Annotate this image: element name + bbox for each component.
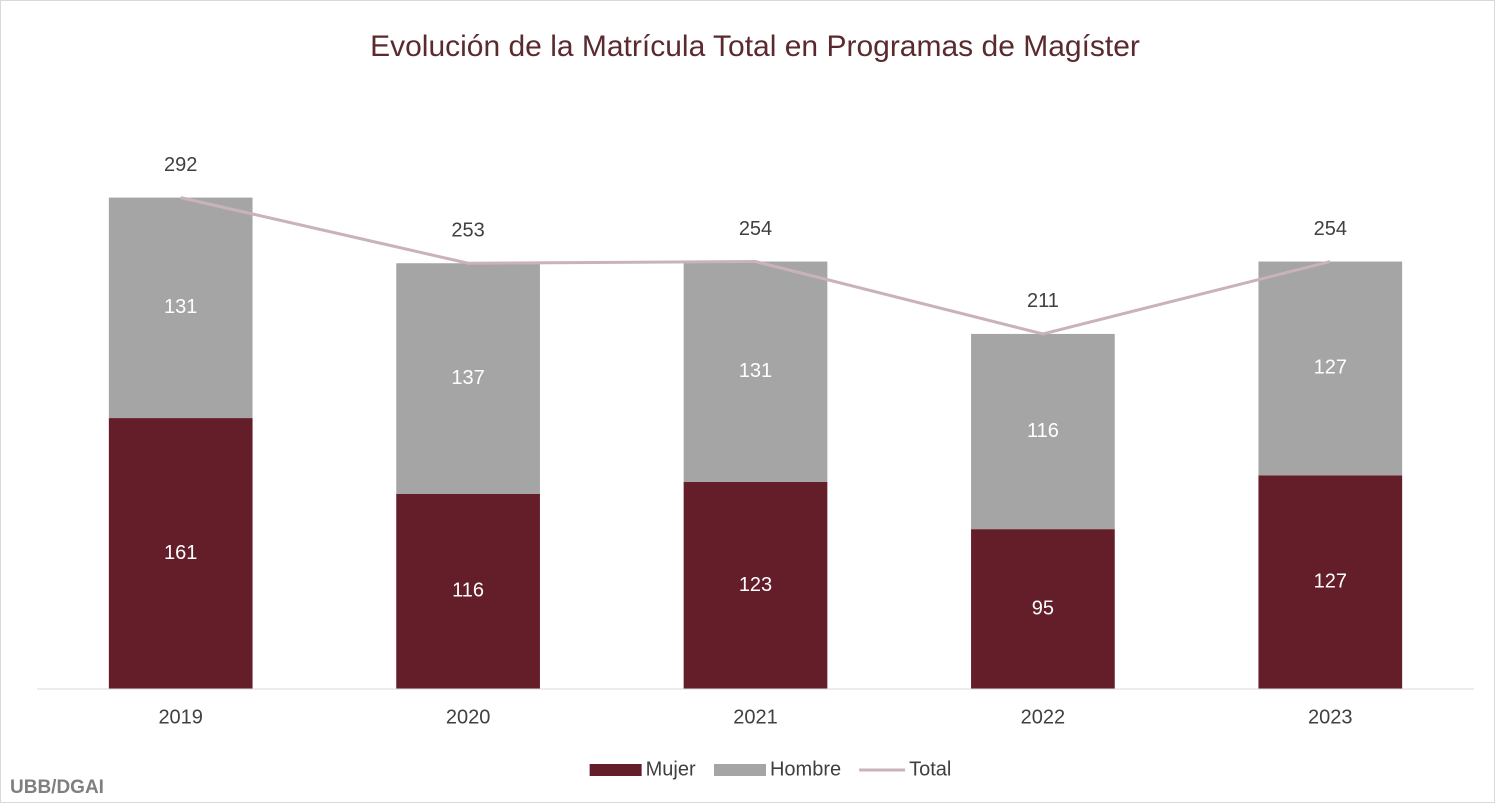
data-label: 123 (739, 574, 772, 596)
data-label: 211 (1027, 290, 1059, 312)
data-label: 95 (1032, 597, 1054, 619)
x-tick-label: 2023 (1308, 706, 1353, 728)
legend-label: Mujer (646, 758, 696, 780)
legend-symbol (590, 764, 642, 776)
chart: Evolución de la Matrícula Total en Progr… (0, 0, 1495, 803)
x-tick-label: 2021 (733, 706, 778, 728)
data-label: 137 (451, 367, 484, 389)
data-label: 131 (739, 360, 772, 382)
data-label: 254 (739, 218, 772, 240)
x-tick-label: 2019 (158, 706, 203, 728)
data-label: 116 (452, 580, 484, 602)
data-label: 161 (164, 542, 197, 564)
footer: UBB/DGAI (10, 777, 104, 798)
data-label: 253 (451, 220, 484, 242)
data-label: 254 (1314, 218, 1347, 240)
chart-title: Evolución de la Matrícula Total en Progr… (370, 30, 1140, 63)
data-label: 116 (1027, 420, 1059, 442)
data-label: 131 (164, 296, 197, 318)
x-tick-label: 2020 (446, 706, 491, 728)
x-tick-label: 2022 (1021, 706, 1066, 728)
legend-label: Hombre (770, 758, 841, 780)
data-label: 292 (164, 154, 197, 176)
legend-symbol (714, 764, 766, 776)
data-label: 127 (1314, 357, 1347, 379)
data-label: 127 (1314, 570, 1347, 592)
legend-label: Total (909, 758, 951, 780)
